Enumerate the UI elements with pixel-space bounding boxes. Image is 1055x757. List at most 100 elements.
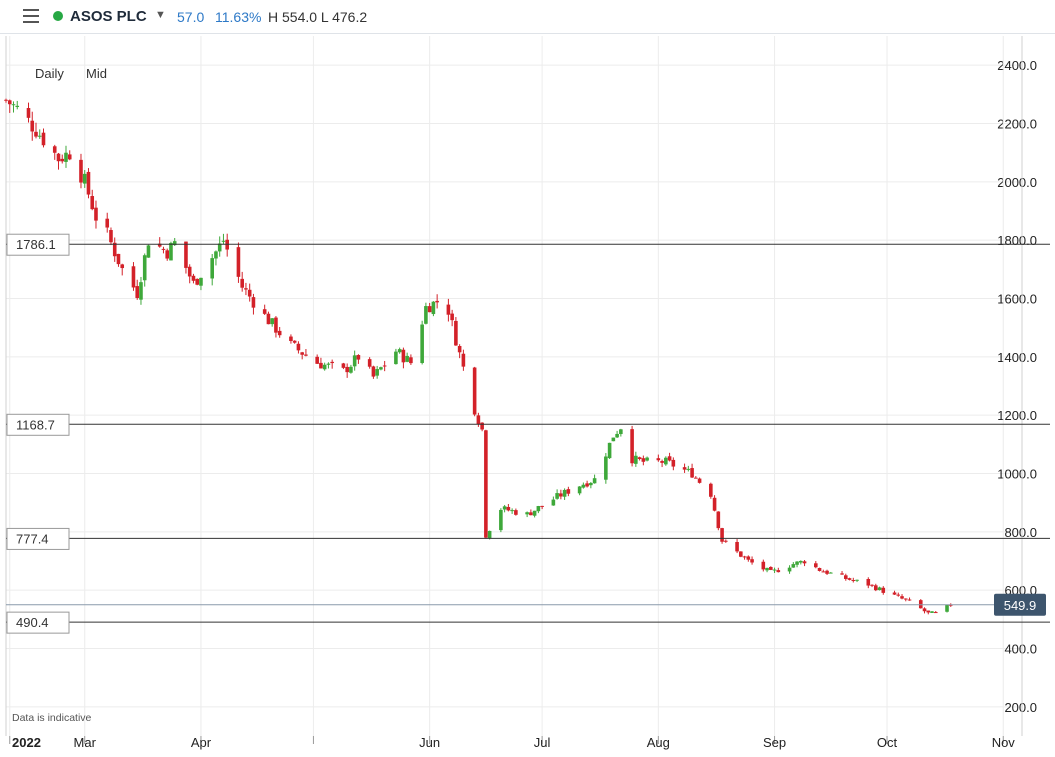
- hamburger-menu-icon[interactable]: [23, 9, 39, 23]
- chevron-down-icon[interactable]: ▼: [155, 9, 166, 21]
- candle-body: [424, 306, 428, 324]
- candle-body: [315, 356, 319, 364]
- candle-body: [892, 592, 897, 595]
- candle-body: [15, 105, 20, 108]
- candle-body: [60, 158, 65, 162]
- candle-body: [7, 100, 12, 105]
- candle-body: [484, 430, 488, 538]
- candle-body: [450, 313, 454, 321]
- candle-body: [682, 467, 687, 470]
- candle-body: [236, 247, 241, 277]
- candle-body: [454, 320, 458, 346]
- candle-body: [405, 355, 409, 362]
- candle-body: [270, 318, 274, 325]
- candle-body: [847, 578, 852, 580]
- y-tick-label: 800.0: [1004, 525, 1037, 540]
- instrument-name[interactable]: ASOS PLC: [70, 8, 147, 25]
- candle-body: [765, 567, 769, 571]
- candle-body: [776, 570, 781, 573]
- candle-body: [240, 278, 244, 288]
- candle-body: [326, 363, 331, 365]
- candle-body: [502, 506, 507, 510]
- candle-body: [855, 579, 859, 581]
- candle-body: [382, 365, 387, 367]
- candle-body: [476, 415, 481, 425]
- candle-body: [292, 340, 297, 343]
- x-tick-label: Jul: [534, 735, 551, 750]
- candle-body: [300, 352, 304, 355]
- candle-body: [581, 484, 586, 488]
- candle-body: [210, 258, 214, 279]
- x-tick-label: Sep: [763, 735, 786, 750]
- candle-body: [427, 306, 432, 313]
- candle-body: [873, 585, 878, 591]
- candle-body: [840, 573, 844, 575]
- candle-body: [817, 567, 822, 571]
- candle-body: [551, 499, 556, 506]
- candle-body: [525, 512, 529, 515]
- price-type-selector[interactable]: Mid: [86, 66, 107, 81]
- candle-body: [694, 477, 698, 479]
- candle-body: [529, 512, 533, 516]
- candle-body: [907, 599, 912, 601]
- price-change: 57.0: [177, 9, 205, 25]
- candle-body: [304, 354, 308, 356]
- candle-body: [536, 506, 541, 512]
- candle-body: [30, 120, 35, 132]
- candle-body: [4, 99, 8, 101]
- period-selector[interactable]: Daily: [35, 66, 64, 81]
- chart-canvas[interactable]: 200.0400.0600.0800.01000.01200.01400.016…: [0, 34, 1055, 752]
- candle-body: [401, 349, 406, 363]
- candle-body: [795, 561, 799, 565]
- candle-body: [510, 510, 514, 512]
- candle-body: [330, 361, 334, 364]
- price-chart[interactable]: 200.0 400.0 600.0 800.0 1000.0 1200.0 1400.0 16…: [0, 34, 1055, 752]
- candle-body: [825, 570, 829, 574]
- candle-body: [322, 364, 327, 370]
- candle-body: [116, 253, 121, 265]
- candle-body: [420, 324, 424, 364]
- candle-body: [165, 250, 170, 259]
- candle-body: [555, 493, 559, 499]
- candle-body: [772, 569, 777, 571]
- candle-body: [56, 153, 61, 162]
- y-tick-label: 1600.0: [997, 292, 1037, 307]
- candle-body: [585, 483, 589, 487]
- candle-body: [877, 587, 882, 591]
- y-tick-label: 2200.0: [997, 117, 1037, 132]
- candle-body: [135, 286, 140, 298]
- candle-body: [457, 346, 462, 353]
- candle-body: [870, 584, 874, 586]
- y-tick-label: 1400.0: [997, 350, 1037, 365]
- candle-body: [157, 243, 162, 247]
- candle-body: [945, 604, 949, 612]
- x-tick-label: Oct: [877, 735, 898, 750]
- candle-body: [641, 458, 646, 462]
- y-tick-label: 1200.0: [997, 408, 1037, 423]
- candle-body: [139, 282, 143, 300]
- candle-body: [341, 363, 346, 368]
- candle-body: [262, 309, 267, 314]
- candle-body: [394, 351, 398, 365]
- x-tick-label: Aug: [647, 735, 670, 750]
- candle-body: [630, 429, 634, 464]
- level-label: 777.4: [16, 531, 49, 546]
- candle-body: [146, 245, 151, 258]
- candle-body: [709, 483, 713, 497]
- candle-body: [82, 173, 87, 184]
- candle-body: [720, 528, 724, 542]
- candle-body: [161, 248, 166, 250]
- high-low-readout: H 554.0 L 476.2: [268, 9, 368, 25]
- candle-body: [540, 505, 544, 507]
- candle-body: [645, 457, 649, 461]
- x-tick-label: Apr: [191, 735, 212, 750]
- candle-body: [903, 598, 908, 600]
- candle-body: [67, 154, 72, 160]
- candle-body: [686, 468, 691, 470]
- candle-body: [499, 509, 503, 531]
- candle-body: [724, 540, 728, 542]
- candle-body: [611, 437, 616, 442]
- candle-body: [172, 241, 177, 246]
- candle-body: [656, 458, 661, 461]
- x-tick-label: 2022: [12, 735, 41, 750]
